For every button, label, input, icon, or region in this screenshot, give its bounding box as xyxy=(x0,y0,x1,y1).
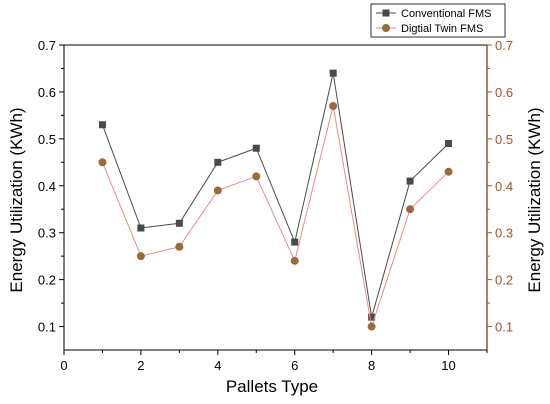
y-tick-label-right: 0.4 xyxy=(495,179,513,194)
x-tick-label: 4 xyxy=(214,358,221,373)
legend-box xyxy=(370,3,506,38)
data-point xyxy=(137,224,145,232)
y-tick-label-right: 0.1 xyxy=(495,320,513,335)
y-tick-label-left: 0.1 xyxy=(38,320,56,335)
y-tick-label-left: 0.7 xyxy=(38,38,56,53)
x-tick-label: 8 xyxy=(368,358,375,373)
series-digital-twin-fms xyxy=(98,102,453,331)
data-point xyxy=(406,205,415,214)
y-tick-label-left: 0.4 xyxy=(38,179,56,194)
data-point xyxy=(367,322,376,331)
y-tick-label-right: 0.6 xyxy=(495,85,513,100)
series-line xyxy=(101,105,449,327)
y-tick-label-left: 0.5 xyxy=(38,132,56,147)
y-tick-label-right: 0.2 xyxy=(495,273,513,288)
data-point xyxy=(252,172,261,181)
y-tick-label-left: 0.2 xyxy=(38,273,56,288)
data-point xyxy=(329,69,337,77)
x-tick-label: 10 xyxy=(441,358,455,373)
x-axis-title: Pallets Type xyxy=(226,377,318,396)
data-point xyxy=(406,177,414,185)
data-point xyxy=(98,121,106,129)
data-point xyxy=(445,140,453,148)
x-tick-label: 2 xyxy=(137,358,144,373)
data-point xyxy=(290,256,299,265)
data-point xyxy=(329,102,338,110)
y-tick-label-right: 0.5 xyxy=(495,132,513,147)
data-point xyxy=(136,252,145,261)
data-point xyxy=(368,313,376,321)
data-point xyxy=(175,219,183,227)
data-point xyxy=(214,158,222,166)
series-line xyxy=(101,73,449,318)
legend-label-conventional: Conventional FMS xyxy=(401,8,492,20)
y-tick-label-right: 0.7 xyxy=(495,38,513,53)
axes-layer: 0 2 4 6 8 10 0.1 0.1 0.2 0.2 0.3 0.3 0.4 0.4 0.5 0.5 0.6… xyxy=(38,38,513,373)
legend: Conventional FMS Digtial Twin FMS xyxy=(370,3,506,38)
data-point xyxy=(252,144,260,152)
y-tick-label-left: 0.6 xyxy=(38,85,56,100)
series-layer xyxy=(98,69,453,331)
data-point xyxy=(98,158,107,167)
data-point xyxy=(291,238,299,246)
y-axis-title-right: Energy Utilization (KWh) xyxy=(525,107,544,292)
series-conventional-fms xyxy=(98,69,453,321)
legend-marker-digital-twin xyxy=(382,24,390,32)
y-tick-label-left: 0.3 xyxy=(38,226,56,241)
legend-label-digital-twin: Digtial Twin FMS xyxy=(401,23,483,35)
legend-marker-conventional xyxy=(382,9,390,17)
x-tick-label: 6 xyxy=(291,358,298,373)
y-tick-label-right: 0.3 xyxy=(495,226,513,241)
data-point xyxy=(175,242,184,251)
data-point xyxy=(444,167,453,176)
data-point xyxy=(213,186,222,195)
plot-frame xyxy=(63,44,488,351)
x-tick-label: 0 xyxy=(60,358,67,373)
y-axis-title-left: Energy Utilization (KWh) xyxy=(7,107,26,292)
